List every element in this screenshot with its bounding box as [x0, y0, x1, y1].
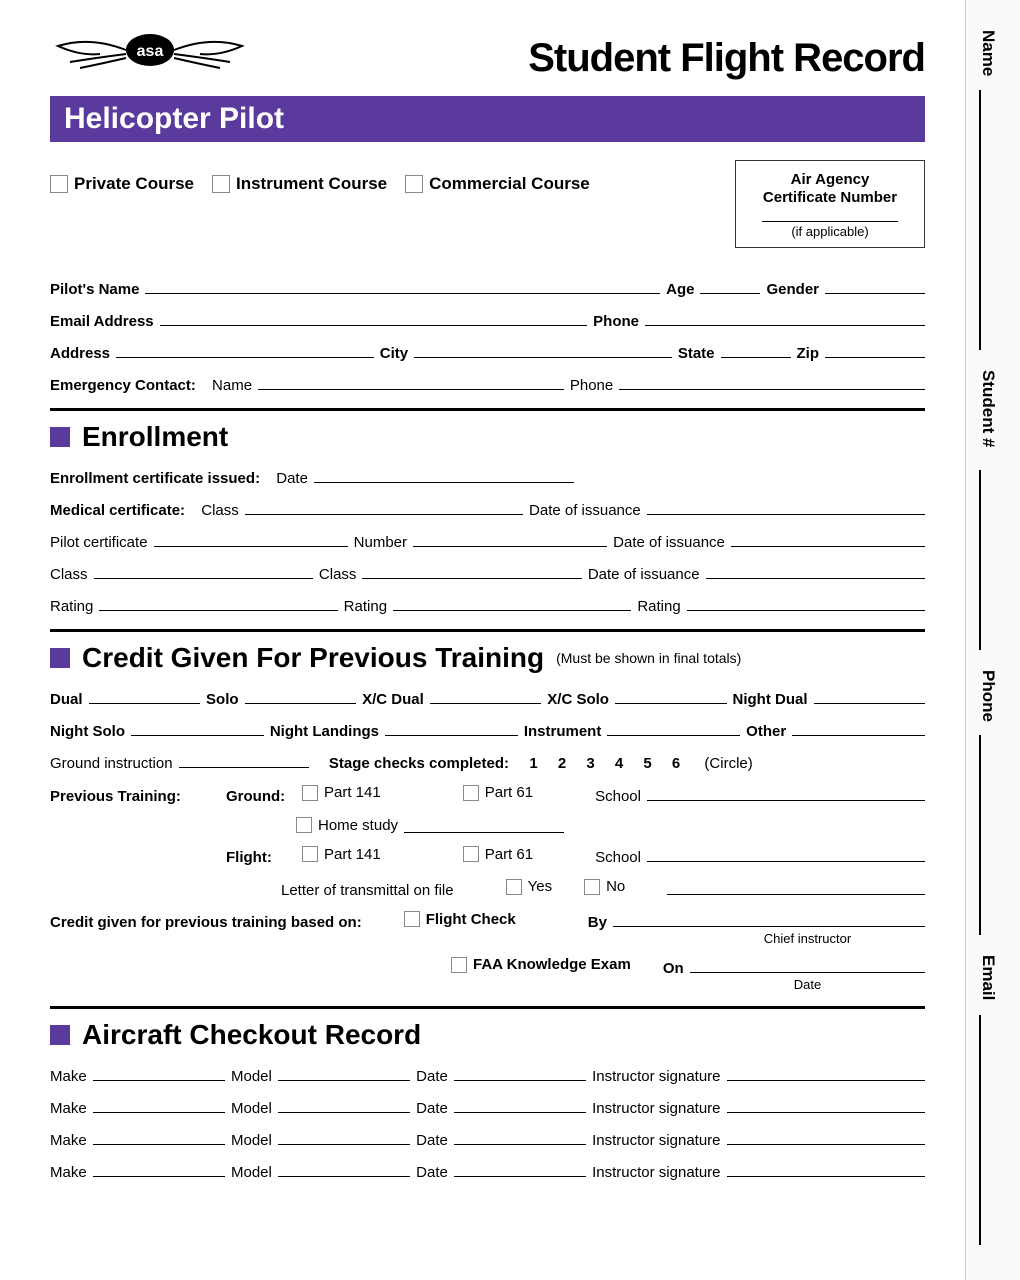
pilot-cert-field[interactable]	[154, 531, 348, 547]
make1-field[interactable]	[93, 1065, 225, 1081]
credit-heading: Credit Given For Previous Training	[82, 642, 544, 674]
phone-field[interactable]	[645, 310, 925, 326]
name-tab: Name	[978, 30, 998, 76]
sig1-field[interactable]	[727, 1065, 925, 1081]
ground-school-field[interactable]	[647, 785, 925, 801]
date3-field[interactable]	[454, 1129, 586, 1145]
state-field[interactable]	[721, 342, 791, 358]
pilot-name-field[interactable]	[145, 278, 660, 294]
cert-doi-field[interactable]	[731, 531, 925, 547]
rating3-field[interactable]	[687, 595, 925, 611]
faa-exam-checkbox[interactable]: FAA Knowledge Exam	[451, 956, 631, 973]
svg-text:asa: asa	[137, 43, 164, 60]
letter-line-field[interactable]	[667, 879, 925, 895]
age-field[interactable]	[700, 278, 760, 294]
ground-141-checkbox[interactable]: Part 141	[302, 784, 381, 801]
model1-field[interactable]	[278, 1065, 410, 1081]
medical-class-field[interactable]	[245, 499, 523, 515]
other-field[interactable]	[792, 720, 925, 736]
square-icon	[50, 1025, 70, 1045]
class2-field[interactable]	[362, 563, 581, 579]
rating2-field[interactable]	[393, 595, 631, 611]
private-course-checkbox[interactable]: Private Course	[50, 174, 194, 194]
gender-field[interactable]	[825, 278, 925, 294]
commercial-course-checkbox[interactable]: Commercial Course	[405, 174, 590, 194]
date4-field[interactable]	[454, 1161, 586, 1177]
square-icon	[50, 648, 70, 668]
rating1-field[interactable]	[99, 595, 337, 611]
zip-field[interactable]	[825, 342, 925, 358]
class1-field[interactable]	[94, 563, 313, 579]
email-field[interactable]	[160, 310, 588, 326]
square-icon	[50, 427, 70, 447]
ground-field[interactable]	[179, 752, 309, 768]
ground-61-checkbox[interactable]: Part 61	[463, 784, 533, 801]
model4-field[interactable]	[278, 1161, 410, 1177]
sig3-field[interactable]	[727, 1129, 925, 1145]
xcsolo-field[interactable]	[615, 688, 727, 704]
cert-number-field[interactable]	[413, 531, 607, 547]
class-doi-field[interactable]	[706, 563, 925, 579]
home-study-field[interactable]	[404, 817, 564, 833]
model2-field[interactable]	[278, 1097, 410, 1113]
email-tab: Email	[978, 955, 998, 1000]
enrollment-heading: Enrollment	[82, 421, 228, 453]
asa-logo: asa	[50, 28, 250, 88]
nightdual-field[interactable]	[814, 688, 926, 704]
enroll-date-field[interactable]	[314, 467, 574, 483]
instrument-course-checkbox[interactable]: Instrument Course	[212, 174, 387, 194]
address-field[interactable]	[116, 342, 374, 358]
side-tabs: Name Student # Phone Email	[965, 0, 1020, 1280]
emerg-phone-field[interactable]	[619, 374, 925, 390]
instrument-field[interactable]	[607, 720, 740, 736]
page-title: Student Flight Record	[528, 36, 925, 81]
subtitle-bar: Helicopter Pilot	[50, 96, 925, 142]
date2-field[interactable]	[454, 1097, 586, 1113]
make3-field[interactable]	[93, 1129, 225, 1145]
sig4-field[interactable]	[727, 1161, 925, 1177]
phone-tab: Phone	[978, 670, 998, 722]
nightland-field[interactable]	[385, 720, 518, 736]
letter-yes-checkbox[interactable]: Yes	[506, 878, 552, 895]
student-tab: Student #	[978, 370, 998, 447]
city-field[interactable]	[414, 342, 672, 358]
letter-no-checkbox[interactable]: No	[584, 878, 625, 895]
flight-141-checkbox[interactable]: Part 141	[302, 846, 381, 863]
make2-field[interactable]	[93, 1097, 225, 1113]
sig2-field[interactable]	[727, 1097, 925, 1113]
checkout-heading: Aircraft Checkout Record	[82, 1019, 421, 1051]
flight-school-field[interactable]	[647, 846, 925, 862]
form-page: asa Student Flight Record Helicopter Pil…	[0, 0, 965, 1280]
make4-field[interactable]	[93, 1161, 225, 1177]
xcdual-field[interactable]	[430, 688, 542, 704]
stage-numbers[interactable]: 1 2 3 4 5 6	[529, 755, 688, 772]
flight-61-checkbox[interactable]: Part 61	[463, 846, 533, 863]
dual-field[interactable]	[89, 688, 201, 704]
solo-field[interactable]	[245, 688, 357, 704]
flight-check-checkbox[interactable]: Flight Check	[404, 911, 516, 928]
cert-number-box: Air Agency Certificate Number (if applic…	[735, 160, 925, 248]
nightsolo-field[interactable]	[131, 720, 264, 736]
home-study-checkbox[interactable]: Home study	[296, 817, 398, 834]
on-date-field[interactable]	[690, 957, 925, 973]
medical-doi-field[interactable]	[647, 499, 925, 515]
date1-field[interactable]	[454, 1065, 586, 1081]
model3-field[interactable]	[278, 1129, 410, 1145]
by-field[interactable]	[613, 911, 925, 927]
emerg-name-field[interactable]	[258, 374, 564, 390]
